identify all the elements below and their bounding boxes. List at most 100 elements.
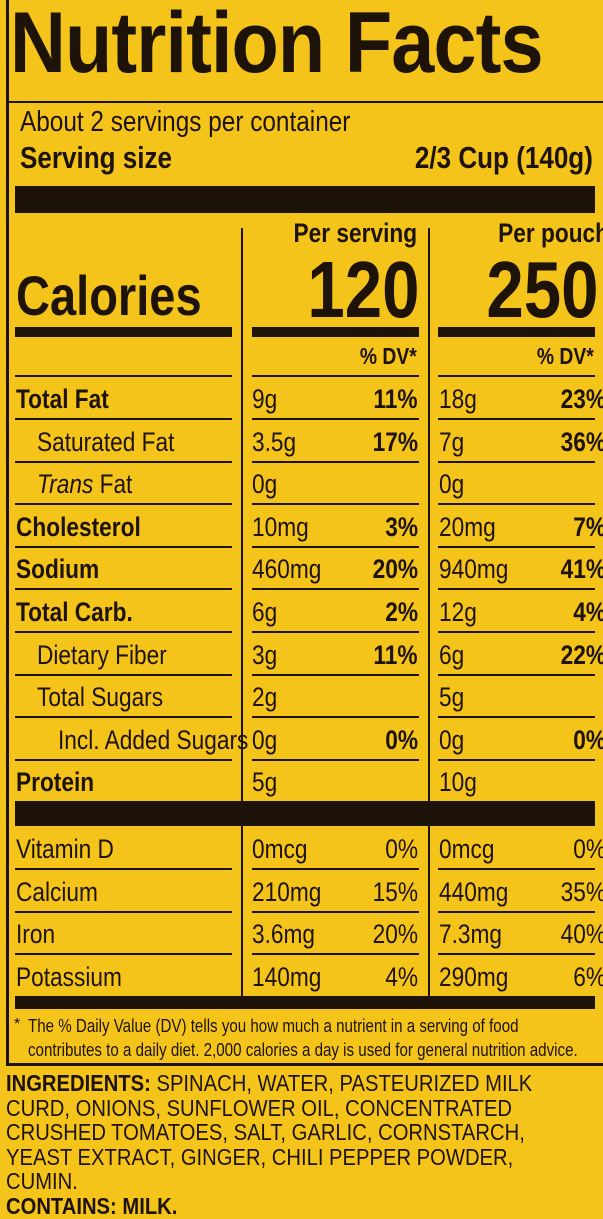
row-divider [252,758,419,761]
per-pouch-text: Per pouch [498,218,603,248]
serving-amount: 3.6mg [252,919,316,950]
nutrient-row: Dietary Fiber 3g 11% 6g 22% [16,632,603,675]
row-divider [252,588,419,591]
serving-dv: 11% [373,639,418,670]
nutrient-row: Calcium 210mg 15% 440mg 35% [16,869,603,912]
row-divider [15,631,232,633]
serving-amount: 5g [252,767,278,798]
serving-dv: 15% [372,876,418,907]
row-divider [252,460,419,463]
thick-divider [15,996,595,1009]
calories-serving-value: 120 [306,245,419,334]
row-divider [15,673,232,676]
pouch-amount: 0mcg [439,834,495,864]
row-divider [15,418,232,420]
ingredients-text: SPINACH, WATER, PASTEURIZED MILK CURD, O… [6,1070,533,1195]
nutrient-row: Saturated Fat 3.5g 17% 7g 36% [16,419,603,462]
serving-amount: 6g [252,597,278,627]
serving-amount: 210mg [252,876,322,907]
row-divider [438,545,595,548]
pouch-dv: 22% [560,639,603,670]
nutrient-name-text: Fat [93,469,133,500]
row-divider [438,673,595,676]
nutrient-name-italic: Trans [37,469,94,500]
nutrient-row: Total Sugars 2g 5g [16,674,596,717]
row-divider [252,503,419,506]
nutrient-name: Sodium [16,554,99,585]
pouch-amount: 440mg [439,876,509,907]
serving-dv: 2% [385,597,418,627]
dv-header-serving: % DV* [349,343,417,370]
nutrient-name: Potassium [16,962,122,993]
pouch-amount: 6g [439,639,465,670]
nutrient-row: Sodium 460mg 20% 940mg 41% [16,546,603,589]
dv-text: % DV* [537,343,594,369]
pouch-amount: 18g [439,384,477,414]
row-divider [438,375,595,377]
nutrient-name-text: Protein [16,767,95,798]
footnote: The % Daily Value (DV) tells you how muc… [28,1014,591,1062]
dv-header-pouch: % DV* [526,343,594,370]
serving-amount: 3.5g [252,426,297,457]
nutrient-row: Total Carb. 6g 2% 12g 4% [16,589,603,632]
nutrient-name-text: Iron [16,919,56,950]
calories-per-serving: 120 [286,244,419,336]
nutrient-name-text: Incl. Added Sugars [58,724,249,755]
nutrient-name-text: Sodium [16,554,100,585]
nutrient-row: Vitamin D 0mcg 0% 0mcg 0% [16,826,603,869]
nutrient-row: Total Fat 9g 11% 18g 23% [16,376,603,419]
thick-divider [15,186,595,213]
nutrient-name-text: Vitamin D [16,834,114,864]
row-divider [438,631,595,633]
row-divider [438,418,595,420]
nutrient-name: Protein [16,767,94,798]
row-divider [438,868,595,870]
row-divider [15,545,232,548]
nutrient-row: Incl. Added Sugars 0g 0% 0g 0% [16,717,603,760]
divider [8,101,603,103]
serving-size-value: 2/3 Cup (140g) [381,140,593,176]
nutrient-row: Protein 5g 10g [16,759,596,802]
row-divider [15,588,232,591]
serving-dv: 0% [385,834,418,864]
row-divider [252,375,419,377]
ingredients: INGREDIENTS: SPINACH, WATER, PASTEURIZED… [6,1071,556,1219]
calories-per-pouch: 250 [465,244,598,336]
row-divider [15,503,232,506]
row-divider [252,953,419,956]
nutrient-name-text: Calcium [16,876,98,907]
nutrient-name: Incl. Added Sugars [58,725,248,756]
pouch-amount: 940mg [439,554,509,585]
row-divider [15,868,232,870]
nutrient-name-text: Cholesterol [16,511,141,542]
nutrient-name: Total Fat [16,384,109,415]
row-divider [252,545,419,548]
row-divider [252,910,419,913]
row-divider [252,418,419,420]
servings-per-container: About 2 servings per container [20,106,413,139]
serving-amount: 9g [252,384,278,414]
pouch-amount: 0g [439,469,465,500]
row-divider [15,375,232,377]
per-serving-header: Per serving [270,218,417,249]
pouch-amount: 10g [439,767,477,798]
servings-text: About 2 servings per container [20,106,351,138]
thick-divider [438,327,595,337]
pouch-amount: 20mg [439,511,496,542]
row-divider [15,953,232,956]
nutrient-name: Dietary Fiber [37,640,167,671]
row-divider [252,673,419,676]
pouch-dv: 40% [560,919,603,950]
serving-dv: 17% [372,426,418,457]
row-divider [438,758,595,761]
row-divider [438,503,595,506]
pouch-amount: 0g [439,724,465,755]
serving-size-value-text: 2/3 Cup (140g) [415,140,593,175]
row-divider [15,910,232,913]
nutrition-facts-panel [6,0,603,1066]
nutrient-name-text: Total Sugars [37,682,164,713]
nutrient-name: Total Carb. [16,597,133,628]
pouch-dv: 41% [560,554,603,585]
serving-amount: 3g [252,639,278,670]
nutrient-row: Trans Fat 0g 0g [16,461,596,504]
